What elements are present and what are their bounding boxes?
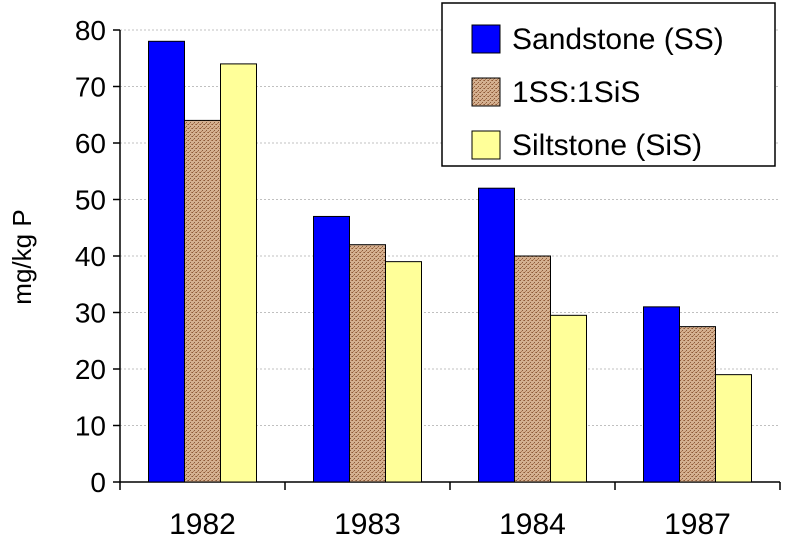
legend-label: Siltstone (SiS) (512, 129, 702, 162)
y-tick-label: 10 (75, 411, 106, 442)
bar-sandstone-ss--1984 (478, 187, 515, 483)
bar-1ss-1sis-1982 (184, 119, 221, 483)
x-tick-label: 1987 (664, 508, 731, 541)
x-tick-label: 1983 (334, 508, 401, 541)
legend-swatch (471, 77, 501, 107)
bars (148, 40, 752, 483)
y-tick-label: 70 (75, 72, 106, 103)
y-tick-label: 40 (75, 241, 106, 272)
bar-sandstone-ss--1987 (643, 306, 680, 483)
legend-swatch (471, 24, 501, 54)
y-tick-label: 80 (75, 15, 106, 46)
bar-sandstone-ss--1983 (313, 215, 350, 483)
bar-siltstone-sis--1987 (715, 374, 752, 483)
legend: Sandstone (SS) 1SS:1SiS Siltstone (SiS) (441, 2, 776, 167)
bar-sandstone-ss--1982 (148, 40, 185, 483)
y-axis-title: mg/kg P (7, 209, 37, 304)
legend-swatch (471, 130, 501, 160)
bar-siltstone-sis--1984 (550, 314, 587, 483)
bar-siltstone-sis--1982 (220, 63, 257, 483)
y-tick-label: 30 (75, 298, 106, 329)
legend-label: 1SS:1SiS (512, 76, 640, 109)
bar-1ss-1sis-1983 (349, 244, 386, 483)
legend-label: Sandstone (SS) (512, 23, 724, 56)
y-tick-label: 50 (75, 185, 106, 216)
x-tick-label: 1982 (169, 508, 236, 541)
x-tick-label: 1984 (499, 508, 566, 541)
bar-siltstone-sis--1983 (385, 261, 422, 483)
y-tick-label: 60 (75, 128, 106, 159)
y-tick-label: 0 (90, 467, 106, 498)
y-tick-label: 20 (75, 354, 106, 385)
axis-labels: 0 10 20 30 40 50 60 70 80 1982 1983 1984 1987 (75, 15, 731, 541)
bar-1ss-1sis-1984 (514, 255, 551, 483)
bar-1ss-1sis-1987 (679, 326, 716, 483)
